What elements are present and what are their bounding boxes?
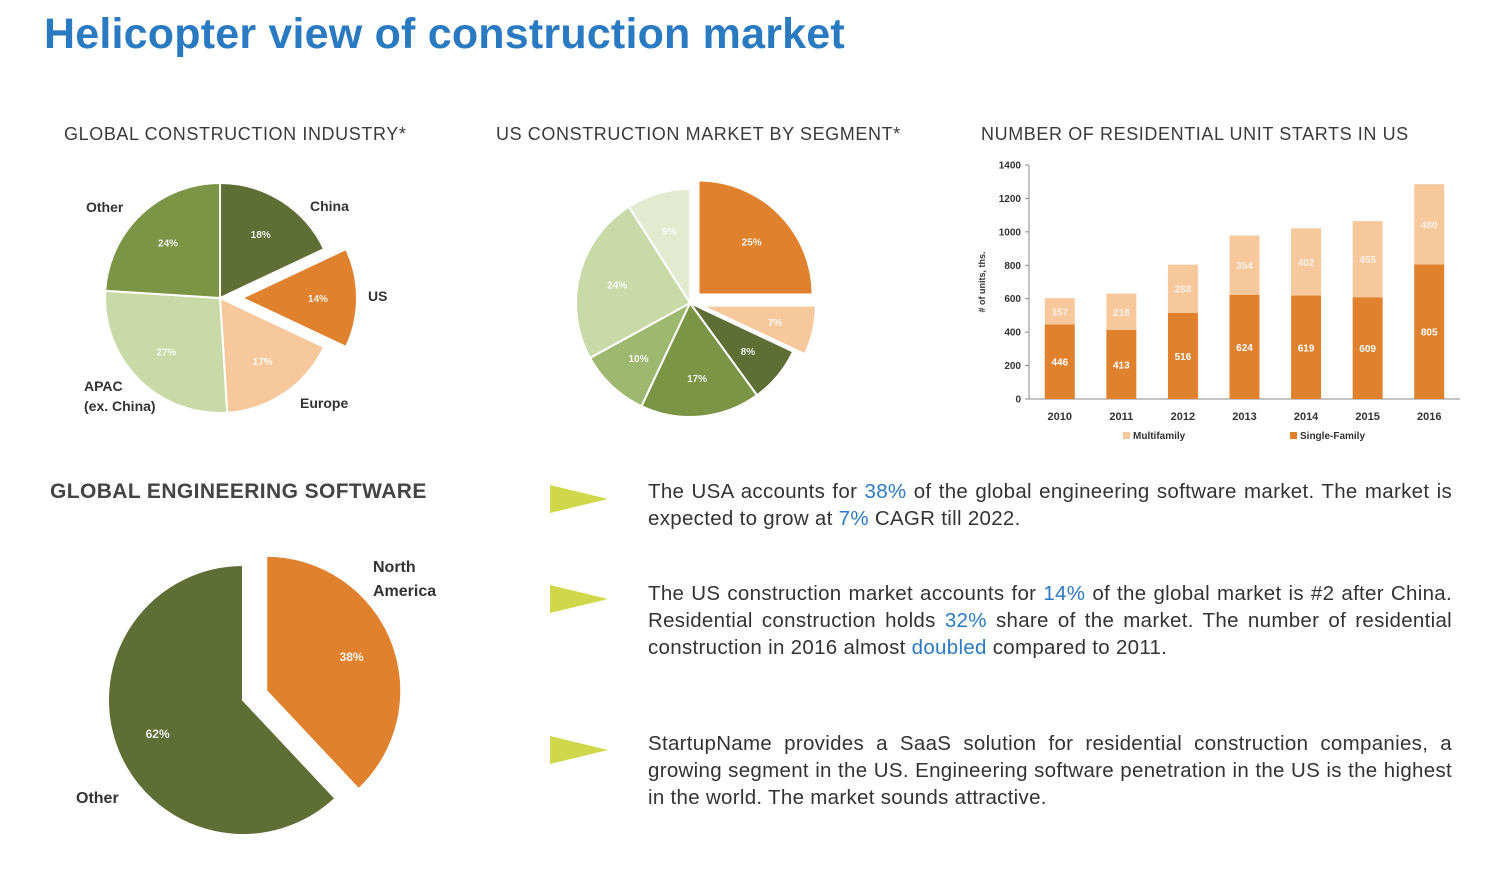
bar-multifamily [1044,298,1075,325]
page-title: Helicopter view of construction market [44,10,845,58]
bar-value-label: 218 [1113,308,1130,319]
pie-slice [219,181,326,300]
bar-single-family [1229,294,1260,399]
bar-value-label: 624 [1236,343,1253,354]
x-tick-label: 2013 [1232,411,1256,423]
y-tick-label: 0 [1015,395,1021,406]
y-tick-label: 600 [1004,294,1021,305]
bar-value-label: 480 [1421,220,1438,231]
x-tick-label: 2014 [1294,411,1319,423]
bar-value-label: 455 [1359,255,1376,266]
bar-value-label: 157 [1051,307,1068,318]
label-apac: APAC [84,378,123,394]
y-tick-label: 400 [1004,328,1021,339]
pie-slice [627,187,691,307]
bar-value-label: 619 [1298,343,1315,354]
pie-slice [104,289,229,414]
bar-value-label: 288 [1175,285,1192,296]
y-tick-label: 800 [1004,261,1021,272]
pie-slice [239,247,358,349]
bar-value-label: 805 [1421,328,1438,339]
bar-multifamily [1106,293,1137,330]
slice-label: 17% [687,374,707,385]
global-construction-pie: 18% 14% 17% 27% 24% [104,181,358,414]
slice-label: 27% [156,348,176,359]
bar-value-label: 413 [1113,360,1130,371]
label-other-software: Other [76,790,119,807]
label-europe: Europe [300,395,349,411]
us-segment-title: US CONSTRUCTION MARKET BY SEGMENT* [496,124,901,144]
pie-slice [107,563,337,836]
slice-label: 18% [251,230,271,241]
bar-value-label: 354 [1236,261,1253,272]
pie-slice [575,205,692,360]
bullet-text-1: The USA accounts for 38% of the global e… [648,480,1452,530]
label-other: Other [86,199,124,215]
engineering-software-pie: 38% 62% [107,554,403,836]
slice-label: 14% [308,294,328,305]
bar-value-label: 402 [1298,258,1315,269]
bar-multifamily [1414,184,1445,265]
slice-label: 24% [607,280,627,291]
bar-value-label: 609 [1359,344,1376,355]
residential-starts-bar-chart: 0 200 400 600 800 1000 1200 1400 # of units, ths… [977,161,1460,442]
x-tick-label: 2011 [1109,411,1133,423]
y-tick-label: 1400 [999,161,1022,172]
bar-value-label: 446 [1051,358,1068,369]
engineering-software-title: GLOBAL ENGINEERING SOFTWARE [50,480,427,503]
slice-label: 38% [340,650,364,664]
bar-single-family [1167,312,1198,399]
bullet-arrow-icon [550,585,608,613]
bar-multifamily [1167,264,1198,313]
bar-single-family [1352,297,1383,399]
bar-multifamily [1229,235,1260,295]
slice-label: 24% [158,239,178,250]
pie-slice [218,296,326,414]
pie-slice [701,304,817,356]
y-tick-label: 200 [1004,361,1021,372]
y-tick-label: 1200 [999,194,1022,205]
y-axis-label: # of units, ths. [977,251,987,312]
slice-label: 25% [742,237,762,248]
legend-label: Multifamily [1133,431,1186,442]
slice-label: 8% [741,347,756,358]
bar-value-label: 516 [1175,352,1192,363]
bullet-arrow-icon [550,485,608,513]
bullet-arrow-icon [550,736,608,764]
label-america: America [373,583,437,600]
pie-slice [588,300,693,408]
slice-label: 9% [662,227,677,238]
legend-label: Single-Family [1300,431,1365,442]
label-north: North [373,559,416,576]
slice-label: 7% [768,318,783,329]
bar-multifamily [1291,228,1322,296]
pie-slice [265,554,403,791]
pie-slice [640,301,759,418]
legend-swatch [1290,432,1297,439]
global-construction-title: GLOBAL CONSTRUCTION INDUSTRY* [64,124,407,144]
pie-slice [697,179,814,296]
slice-label: 62% [146,727,170,741]
x-tick-label: 2016 [1417,411,1441,423]
bar-single-family [1291,295,1322,399]
x-tick-label: 2012 [1171,411,1195,423]
x-tick-label: 2015 [1355,411,1379,423]
y-tick-label: 1000 [999,227,1022,238]
residential-starts-title: NUMBER OF RESIDENTIAL UNIT STARTS IN US [981,124,1409,144]
pie-slice [104,181,221,300]
label-us: US [368,288,388,304]
label-apac-sub: (ex. China) [84,398,156,414]
x-tick-label: 2010 [1048,411,1072,423]
bullet-text-3: StartupName provides a SaaS solution for… [648,732,1452,809]
bar-multifamily [1352,221,1383,298]
label-china: China [310,198,349,214]
bar-single-family [1106,329,1137,399]
bullet-text-2: The US construction market accounts for … [648,582,1452,659]
us-segment-pie: 25% 7% 8% 17% 10% 24% 9% [575,179,817,418]
legend-swatch [1123,432,1130,439]
bar-single-family [1414,264,1445,399]
slice-label: 10% [628,354,648,365]
slice-label: 17% [253,357,273,368]
bar-single-family [1044,324,1075,399]
